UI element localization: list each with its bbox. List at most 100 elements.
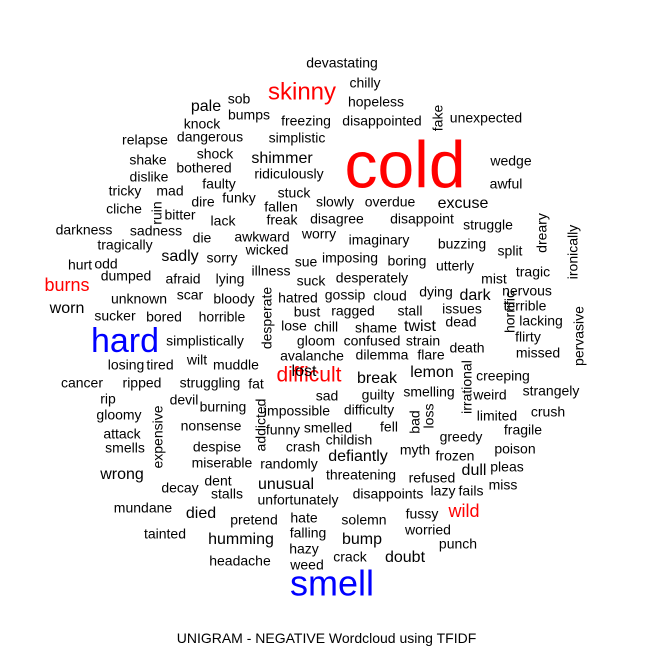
word-shimmer: shimmer — [251, 150, 313, 167]
word-freezing: freezing — [281, 113, 331, 129]
word-bitter: bitter — [164, 207, 195, 223]
word-crash: crash — [286, 439, 320, 455]
word-miserable: miserable — [192, 455, 253, 471]
word-cancer: cancer — [61, 375, 103, 391]
word-bumps: bumps — [228, 107, 270, 123]
word-knock: knock — [184, 116, 222, 132]
word-fat: fat — [248, 376, 264, 392]
word-bothered: bothered — [176, 160, 231, 176]
word-devil: devil — [170, 392, 199, 408]
word-sadly: sadly — [161, 248, 198, 265]
word-dumped: dumped — [101, 268, 152, 284]
word-relapse: relapse — [122, 132, 168, 148]
word-impossible: impossible — [264, 403, 330, 419]
word-shake: shake — [129, 152, 167, 168]
word-unknown: unknown — [111, 291, 167, 307]
word-gossip: gossip — [325, 287, 366, 303]
word-faulty: faulty — [202, 176, 235, 192]
word-dreary: dreary — [534, 213, 550, 253]
word-cold: cold — [344, 127, 465, 201]
word-sorry: sorry — [206, 250, 237, 266]
word-avalanche: avalanche — [280, 348, 344, 364]
word-burning: burning — [200, 399, 247, 415]
word-guilty: guilty — [362, 387, 395, 403]
word-sob: sob — [228, 91, 251, 107]
word-odd: odd — [94, 256, 117, 272]
word-excuse: excuse — [438, 195, 489, 212]
word-chilly: chilly — [349, 75, 380, 91]
word-attack: attack — [103, 426, 141, 442]
word-scar: scar — [177, 287, 204, 303]
word-lost: lost — [292, 363, 317, 380]
word-horrible: horrible — [199, 309, 246, 325]
word-freak: freak — [266, 212, 298, 228]
word-chill: chill — [314, 319, 338, 335]
word-worry: worry — [301, 226, 336, 242]
word-slowly: slowly — [316, 194, 354, 210]
word-bad: bad — [407, 410, 423, 433]
word-tired: tired — [146, 357, 173, 373]
word-devastating: devastating — [306, 55, 378, 71]
word-illness: illness — [252, 263, 291, 279]
word-ruin: ruin — [149, 201, 165, 224]
word-sadness: sadness — [130, 223, 182, 239]
word-stuck: stuck — [278, 185, 312, 201]
word-fails: fails — [459, 483, 484, 499]
word-sad: sad — [316, 388, 339, 404]
word-died: died — [186, 505, 216, 522]
word-desperate: desperate — [259, 287, 275, 349]
word-simplistic: simplistic — [269, 130, 326, 146]
word-headache: headache — [209, 553, 271, 569]
word-muddle: muddle — [213, 357, 259, 373]
word-tragic: tragic — [516, 264, 550, 280]
word-bust: bust — [294, 304, 321, 320]
word-bored: bored — [146, 309, 182, 325]
word-greedy: greedy — [440, 429, 483, 445]
word-gloom: gloom — [297, 333, 335, 349]
word-break: break — [357, 370, 398, 387]
word-sue: sue — [295, 254, 318, 270]
word-unusual: unusual — [258, 476, 314, 493]
word-hazy: hazy — [289, 541, 319, 557]
word-disappoint: disappoint — [390, 211, 454, 227]
word-fell: fell — [380, 419, 398, 435]
word-frozen: frozen — [436, 448, 475, 464]
word-expensive: expensive — [150, 405, 166, 468]
word-flare: flare — [417, 347, 444, 363]
word-lacking: lacking — [519, 313, 563, 329]
word-tricky: tricky — [109, 183, 142, 199]
word-hopeless: hopeless — [348, 94, 404, 110]
word-difficult: difficult — [277, 364, 342, 387]
word-smell: smell — [290, 563, 374, 604]
word-twist: twist — [404, 318, 437, 335]
word-worn: worn — [49, 300, 85, 317]
word-threatening: threatening — [326, 467, 396, 483]
word-unfortunately: unfortunately — [258, 492, 339, 508]
word-bump: bump — [342, 531, 382, 548]
word-shame: shame — [355, 320, 397, 336]
word-loss: loss — [421, 404, 437, 429]
word-defiantly: defiantly — [328, 448, 388, 465]
word-dangerous: dangerous — [177, 129, 243, 145]
word-ripped: ripped — [123, 375, 162, 391]
word-desperately: desperately — [336, 270, 408, 286]
word-gloomy: gloomy — [96, 407, 141, 423]
word-pleas: pleas — [490, 459, 523, 475]
word-buzzing: buzzing — [438, 236, 486, 252]
word-stall: stall — [398, 303, 423, 319]
word-darkness: darkness — [56, 222, 113, 238]
word-poison: poison — [494, 441, 535, 457]
word-death: death — [449, 340, 484, 356]
word-issues: issues — [442, 301, 482, 317]
word-split: split — [498, 243, 523, 259]
word-lack: lack — [211, 213, 237, 229]
word-irrational: irrational — [459, 360, 475, 414]
word-suck: suck — [297, 273, 327, 289]
word-limited: limited — [477, 408, 517, 424]
word-punch: punch — [439, 536, 477, 552]
word-hatred: hatred — [278, 290, 318, 306]
word-disappointed: disappointed — [342, 113, 421, 129]
word-overdue: overdue — [365, 194, 416, 210]
word-wrong: wrong — [99, 466, 144, 483]
